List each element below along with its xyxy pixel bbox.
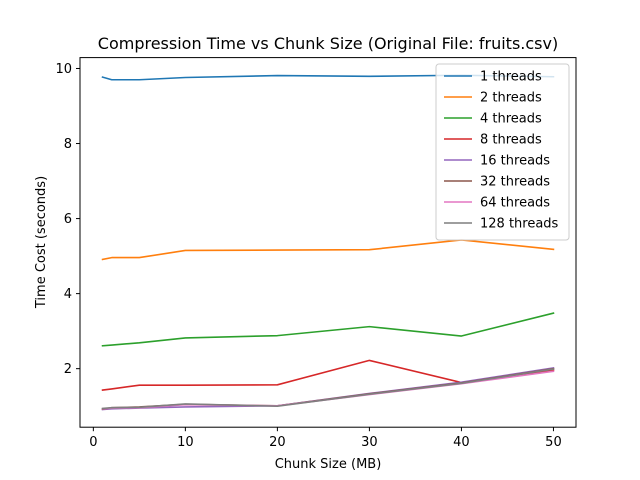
y-tick-label: 6: [64, 212, 72, 227]
legend: 1 threads 2 threads 4 threads 8 threads 16 t…: [435, 63, 570, 241]
series-line-8-threads: [101, 359, 555, 391]
y-tick-label: 2: [64, 362, 72, 377]
series-line-2-threads: [101, 239, 555, 261]
legend-label: 2 threads: [480, 91, 542, 106]
legend-label: 128 threads: [480, 217, 559, 232]
legend-label: 8 threads: [480, 133, 542, 148]
plot-lines: [101, 74, 555, 411]
chart-title: Compression Time vs Chunk Size (Original…: [98, 34, 558, 53]
y-axis-label: Time Cost (seconds): [34, 176, 49, 309]
y-tick-label: 10: [55, 62, 72, 77]
x-tick-label: 30: [361, 435, 378, 450]
x-axis-ticks: 0 10 20 30 40 50: [89, 427, 562, 450]
legend-label: 16 threads: [480, 154, 550, 169]
legend-label: 4 threads: [480, 112, 542, 127]
series-line-4-threads: [101, 312, 555, 347]
x-axis-label: Chunk Size (MB): [275, 457, 382, 472]
x-tick-label: 50: [545, 435, 562, 450]
series-line-128-threads: [101, 368, 555, 410]
y-tick-label: 8: [64, 137, 72, 152]
plot-frame: [79, 57, 577, 428]
x-tick-label: 10: [177, 435, 194, 450]
legend-label: 32 threads: [480, 175, 550, 190]
x-tick-label: 20: [269, 435, 286, 450]
legend-label: 64 threads: [480, 196, 550, 211]
x-tick-label: 40: [453, 435, 470, 450]
legend-box: [435, 63, 570, 241]
legend-label: 1 threads: [480, 70, 542, 85]
y-tick-label: 4: [64, 287, 72, 302]
x-tick-label: 0: [89, 435, 97, 450]
y-axis-ticks: 2 4 6 8 10: [55, 62, 80, 377]
